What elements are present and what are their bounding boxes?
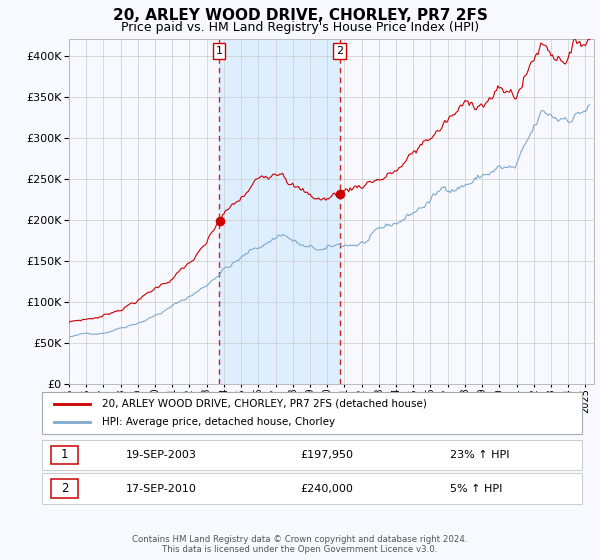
Text: Contains HM Land Registry data © Crown copyright and database right 2024.: Contains HM Land Registry data © Crown c… [132,535,468,544]
Text: 23% ↑ HPI: 23% ↑ HPI [450,450,509,460]
Text: £240,000: £240,000 [300,484,353,493]
Text: 1: 1 [215,46,223,56]
Text: 5% ↑ HPI: 5% ↑ HPI [450,484,502,493]
Text: 19-SEP-2003: 19-SEP-2003 [126,450,197,460]
Point [335,190,345,199]
Text: 20, ARLEY WOOD DRIVE, CHORLEY, PR7 2FS (detached house): 20, ARLEY WOOD DRIVE, CHORLEY, PR7 2FS (… [102,399,427,409]
Bar [219,39,340,384]
Text: 17-SEP-2010: 17-SEP-2010 [126,484,197,493]
Text: This data is licensed under the Open Government Licence v3.0.: This data is licensed under the Open Gov… [163,545,437,554]
Text: 20, ARLEY WOOD DRIVE, CHORLEY, PR7 2FS: 20, ARLEY WOOD DRIVE, CHORLEY, PR7 2FS [113,8,487,24]
Text: 2: 2 [336,46,343,56]
Text: Price paid vs. HM Land Registry's House Price Index (HPI): Price paid vs. HM Land Registry's House … [121,21,479,34]
Text: 1: 1 [61,449,68,461]
Point [215,217,224,226]
Text: HPI: Average price, detached house, Chorley: HPI: Average price, detached house, Chor… [102,417,335,427]
Text: £197,950: £197,950 [300,450,353,460]
Text: 2: 2 [61,482,68,495]
